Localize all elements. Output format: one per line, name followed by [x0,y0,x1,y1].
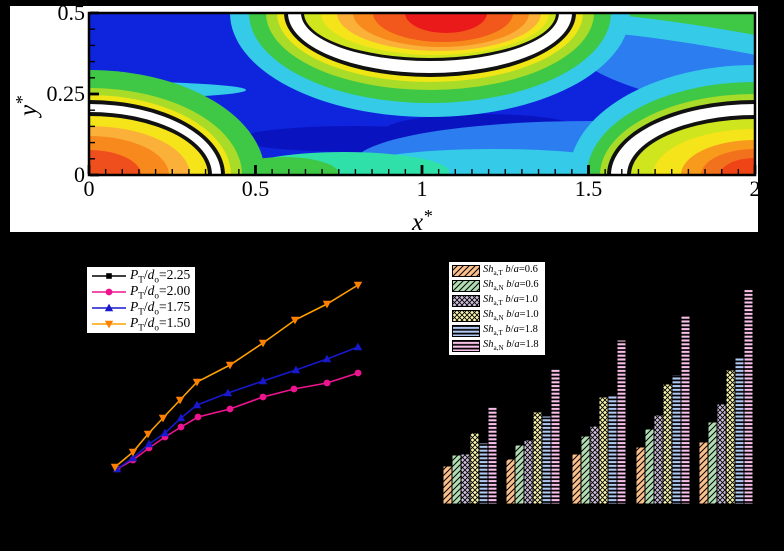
bar-ShaN-18 [680,315,691,505]
bar-ShaN-18 [487,406,498,505]
line-chart [110,281,363,473]
bar-ShaT-06 [505,458,516,505]
legend-bar-swatch [452,325,480,337]
legend-label: PT/do=2.00 [130,282,191,301]
legend-item-pt-2.25: PT/do=2.25 [91,266,195,285]
legend-item-ShaT-18: Sha,T b/a=1.8 [452,324,545,339]
bar-ShaT-18 [478,442,489,505]
legend-label: Sha,T b/a=1.8 [483,323,538,337]
bar-ShaN-18 [616,339,627,505]
y-axis-label: y* [12,96,42,119]
legend-bar-swatch [452,295,480,307]
bar-ShaT-06 [635,446,646,505]
bar-ShaN-06 [580,435,591,505]
legend-label: Sha,N b/a=1.8 [483,338,539,352]
bar-ShaT-18 [734,357,745,505]
legend-label: Sha,T b/a=1.0 [483,293,538,307]
contour-panel: 0 0.5 1 1.5 2 0 0.25 0.5 x* y* [10,6,758,232]
bar-group-4 [635,315,691,505]
y-tick-label: 0.5 [58,6,86,25]
axis-tick-labels: 0 0.5 1 1.5 2 0 0.25 0.5 x* y* [12,6,758,232]
bar-ShaT-06 [698,441,709,505]
contour-bands [89,13,755,175]
legend-label: PT/do=1.50 [130,314,191,333]
bar-group-1 [442,406,498,505]
bar-ShaT-18 [541,415,552,505]
legend-line-swatch [92,273,126,279]
bar-ShaT-18 [671,374,682,505]
contour-axes-frame [87,11,757,177]
line-chart-legend: PT/do=2.25 PT/do=2.00 PT/do=1.75 PT/do=1.50 [86,266,196,334]
bar-ShaN-10 [598,396,609,505]
legend-item-pt-1.50: PT/do=1.50 [91,314,195,333]
bar-ShaN-06 [707,421,718,505]
bar-ShaN-18 [743,288,754,505]
legend-item-ShaN-18: Sha,N b/a=1.8 [452,339,545,354]
line-series-pt-1.75 [112,342,363,473]
bar-ShaT-06 [571,453,582,505]
x-tick-label: 0 [84,176,95,201]
bar-ShaN-06 [514,444,525,505]
legend-bar-swatch [452,280,480,292]
bar-ShaN-18 [550,368,561,505]
bar-ShaT-10 [589,425,600,505]
contour-plot: 0 0.5 1 1.5 2 0 0.25 0.5 x* y* [12,6,758,232]
legend-label: PT/do=1.75 [130,298,191,317]
legend-line-swatch [92,303,126,312]
bar-group-5 [698,288,754,505]
legend-line-swatch [92,320,126,329]
legend-label: Sha,N b/a=1.0 [483,308,539,322]
legend-bar-swatch [452,340,480,352]
legend-item-ShaT-06: Sha,T b/a=0.6 [452,264,545,279]
y-tick-label: 0.25 [47,81,86,106]
legend-label: PT/do=2.25 [130,266,191,285]
line-series-pt-2.00 [113,369,362,473]
bar-ShaT-10 [460,453,471,505]
legend-label: Sha,T b/a=0.6 [483,263,538,277]
bar-group-2 [505,368,561,505]
bar-ShaT-10 [716,403,727,505]
bar-ShaT-10 [523,439,534,505]
x-tick-label: 1.5 [575,176,603,201]
legend-bar-swatch [452,310,480,322]
axis-ticks [87,11,757,177]
bar-ShaN-10 [532,411,543,505]
x-axis-label: x* [411,206,432,232]
bar-ShaN-06 [644,428,655,505]
legend-item-pt-1.75: PT/do=1.75 [91,298,195,317]
bar-ShaT-18 [607,394,618,505]
bar-ShaN-10 [725,369,736,505]
bar-group-3 [571,339,627,505]
bar-chart [442,288,754,505]
bar-ShaN-10 [469,432,480,505]
legend-item-ShaT-10: Sha,T b/a=1.0 [452,294,545,309]
legend-label: Sha,N b/a=0.6 [483,278,539,292]
legend-line-swatch [92,288,126,296]
bar-ShaT-10 [653,414,664,505]
x-tick-label: 2 [750,176,759,201]
x-tick-label: 0.5 [242,176,270,201]
y-tick-label: 0 [74,162,85,187]
bar-chart-legend: Sha,T b/a=0.6 Sha,N b/a=0.6 Sha,T b/a=1.0 S… [448,261,546,356]
legend-bar-swatch [452,265,480,277]
legend-item-pt-2.00: PT/do=2.00 [91,282,195,301]
bar-ShaN-10 [662,383,673,505]
bar-ShaN-06 [451,454,462,505]
line-series-pt-1.50 [110,281,363,472]
legend-item-ShaN-06: Sha,N b/a=0.6 [452,279,545,294]
x-tick-label: 1 [417,176,428,201]
legend-item-ShaN-10: Sha,N b/a=1.0 [452,309,545,324]
bar-ShaT-06 [442,465,453,505]
bottom-charts [110,281,754,505]
